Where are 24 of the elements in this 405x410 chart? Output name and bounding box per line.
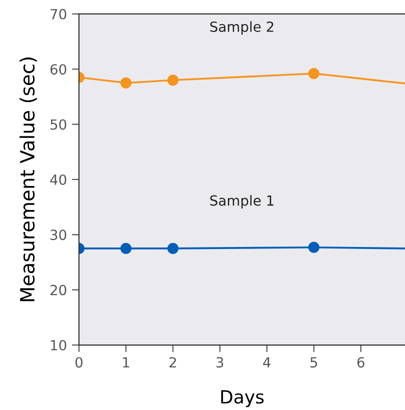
x-tick-label: 0 <box>75 357 82 368</box>
x-tick-label: 5 <box>310 357 318 368</box>
point <box>308 68 320 80</box>
point <box>120 242 132 254</box>
text: Sample 1 <box>210 195 274 208</box>
y-tick-label: 60 <box>50 64 66 75</box>
text: Sample 2 <box>210 21 274 35</box>
y-tick-label: 40 <box>50 174 66 185</box>
x-tick-label: 4 <box>263 357 271 368</box>
x-axis-title: Days <box>221 390 264 408</box>
y-tick-label: 70 <box>50 8 66 20</box>
point <box>308 242 320 253</box>
x-tick-label: 3 <box>216 357 224 368</box>
point <box>120 77 132 88</box>
x-tick-label: 2 <box>170 357 176 368</box>
x-tick-label: 1 <box>123 357 130 368</box>
y-axis-title: Measurement Value (sec) <box>20 58 37 302</box>
y-tick-label: 10 <box>51 340 66 350</box>
point <box>167 74 178 86</box>
x-tick-label: 6 <box>357 357 364 368</box>
y-tick-label: 50 <box>50 119 66 130</box>
point <box>167 242 178 254</box>
y-tick-label: 20 <box>50 284 66 296</box>
y-tick-label: 30 <box>50 230 66 240</box>
